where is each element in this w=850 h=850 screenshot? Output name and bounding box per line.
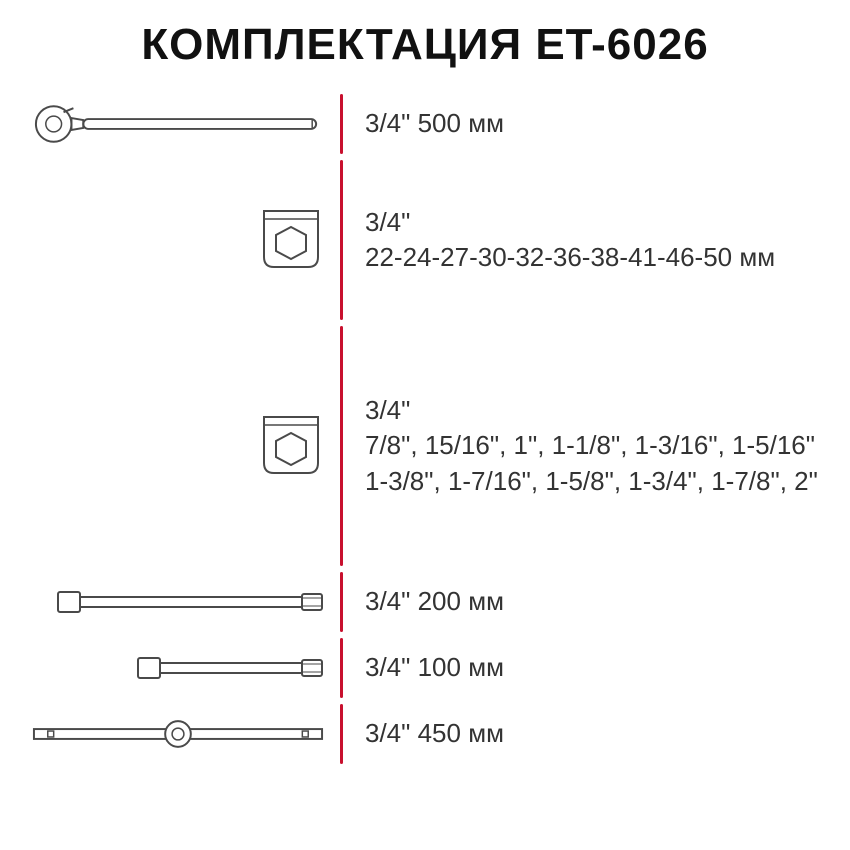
spec-line: 1-3/8", 1-7/16", 1-5/8", 1-3/4", 1-7/8",… (365, 464, 820, 499)
spec-line: 3/4" 100 мм (365, 650, 820, 685)
spec-text: 3/4"22-24-27-30-32-36-38-41-46-50 мм (343, 160, 820, 320)
spec-text: 3/4" 450 мм (343, 704, 820, 764)
page-title: КОМПЛЕКТАЦИЯ ET-6026 (30, 20, 820, 70)
spec-line: 7/8", 15/16", 1", 1-1/8", 1-3/16", 1-5/1… (365, 428, 820, 463)
spec-row: 3/4" 200 мм (30, 572, 820, 632)
spec-row: 3/4" 450 мм (30, 704, 820, 764)
spec-list: 3/4" 500 мм3/4"22-24-27-30-32-36-38-41-4… (30, 94, 820, 764)
spec-text: 3/4" 100 мм (343, 638, 820, 698)
socket-icon (30, 326, 340, 566)
extension-long-icon (30, 572, 340, 632)
spec-text: 3/4" 500 мм (343, 94, 820, 154)
spec-line: 3/4" 500 мм (365, 106, 820, 141)
spec-line: 22-24-27-30-32-36-38-41-46-50 мм (365, 240, 820, 275)
spec-line: 3/4" (365, 393, 820, 428)
spec-line: 3/4" 450 мм (365, 716, 820, 751)
spec-row: 3/4"7/8", 15/16", 1", 1-1/8", 1-3/16", 1… (30, 326, 820, 566)
socket-icon (30, 160, 340, 320)
spec-text: 3/4" 200 мм (343, 572, 820, 632)
extension-short-icon (30, 638, 340, 698)
spec-text: 3/4"7/8", 15/16", 1", 1-1/8", 1-3/16", 1… (343, 326, 820, 566)
spec-row: 3/4" 100 мм (30, 638, 820, 698)
spec-row: 3/4" 500 мм (30, 94, 820, 154)
spec-line: 3/4" 200 мм (365, 584, 820, 619)
spec-row: 3/4"22-24-27-30-32-36-38-41-46-50 мм (30, 160, 820, 320)
ratchet-icon (30, 94, 340, 154)
spec-line: 3/4" (365, 205, 820, 240)
tbar-icon (30, 704, 340, 764)
